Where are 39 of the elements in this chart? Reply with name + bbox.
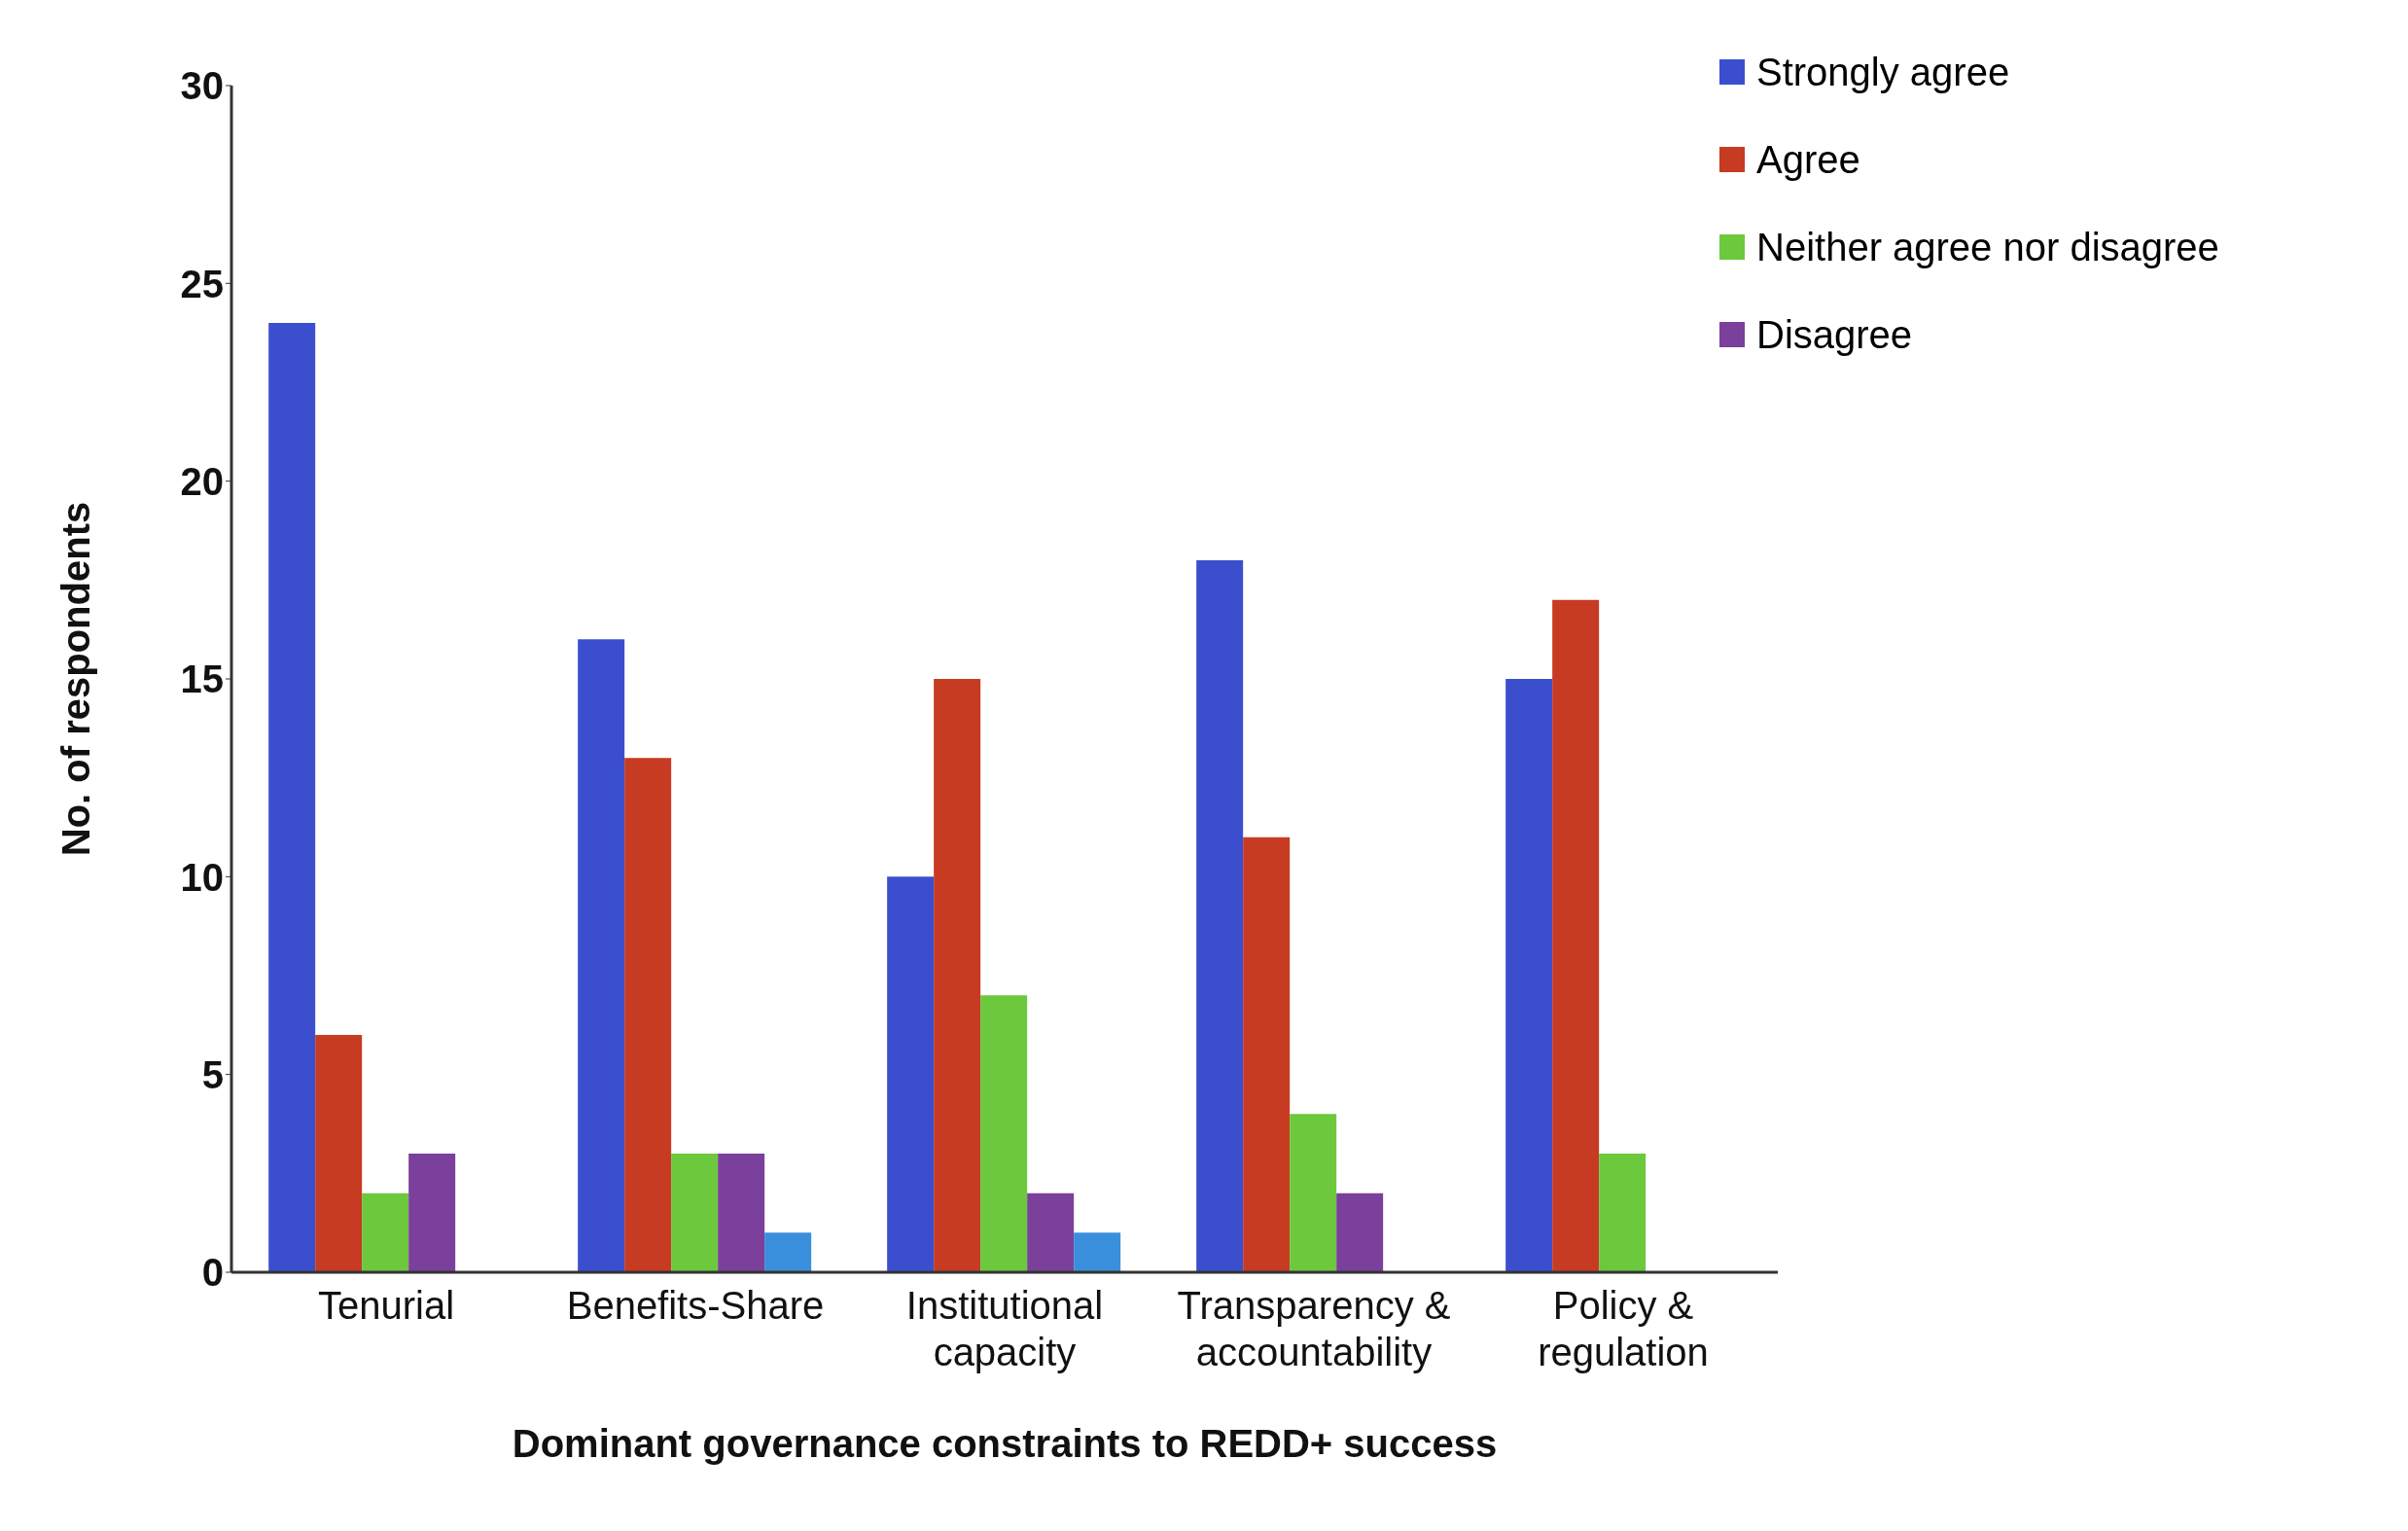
bar — [980, 995, 1028, 1272]
x-tick-label: Institutional capacity — [905, 1284, 1104, 1373]
y-tick-label: 15 — [180, 658, 224, 701]
x-tick-label: Tenurial — [317, 1284, 455, 1327]
y-tick-label: 0 — [201, 1251, 224, 1295]
bar — [1290, 1114, 1337, 1272]
y-tick-label: 30 — [180, 64, 224, 108]
y-tick-label: 20 — [180, 459, 224, 503]
bar — [934, 679, 981, 1272]
y-tick-label: 10 — [180, 855, 224, 899]
bar — [671, 1154, 719, 1272]
legend-label: Strongly agree — [1756, 50, 2010, 95]
y-tick-label: 25 — [180, 262, 224, 305]
bar — [1552, 599, 1600, 1272]
bar — [268, 323, 316, 1272]
bar — [764, 1232, 812, 1272]
bar — [578, 639, 625, 1272]
x-tick-label: Transparency & accountability — [1177, 1284, 1451, 1373]
bar — [408, 1154, 456, 1272]
y-tick-label: 5 — [201, 1052, 224, 1096]
x-tick-label: Benefits-Share — [566, 1284, 825, 1327]
bar — [1336, 1193, 1384, 1272]
bar — [1027, 1193, 1075, 1272]
legend-label: Agree — [1756, 137, 1860, 183]
bar — [1599, 1154, 1647, 1272]
x-tick-label: Policy & regulation — [1538, 1284, 1709, 1373]
y-axis-title: No. of respondents — [54, 501, 98, 857]
bar — [362, 1193, 409, 1272]
bar — [315, 1035, 363, 1272]
bar — [1505, 679, 1553, 1272]
bar — [624, 758, 672, 1272]
legend-label: Disagree — [1756, 312, 1913, 358]
bar — [887, 876, 935, 1272]
x-axis-title: Dominant governance constraints to REDD+ success — [512, 1422, 1498, 1465]
bar — [718, 1154, 765, 1272]
legend-label: Neither agree nor disagree — [1756, 225, 2219, 270]
bar — [1196, 560, 1244, 1272]
bar — [1243, 837, 1291, 1272]
bar — [1074, 1232, 1121, 1272]
